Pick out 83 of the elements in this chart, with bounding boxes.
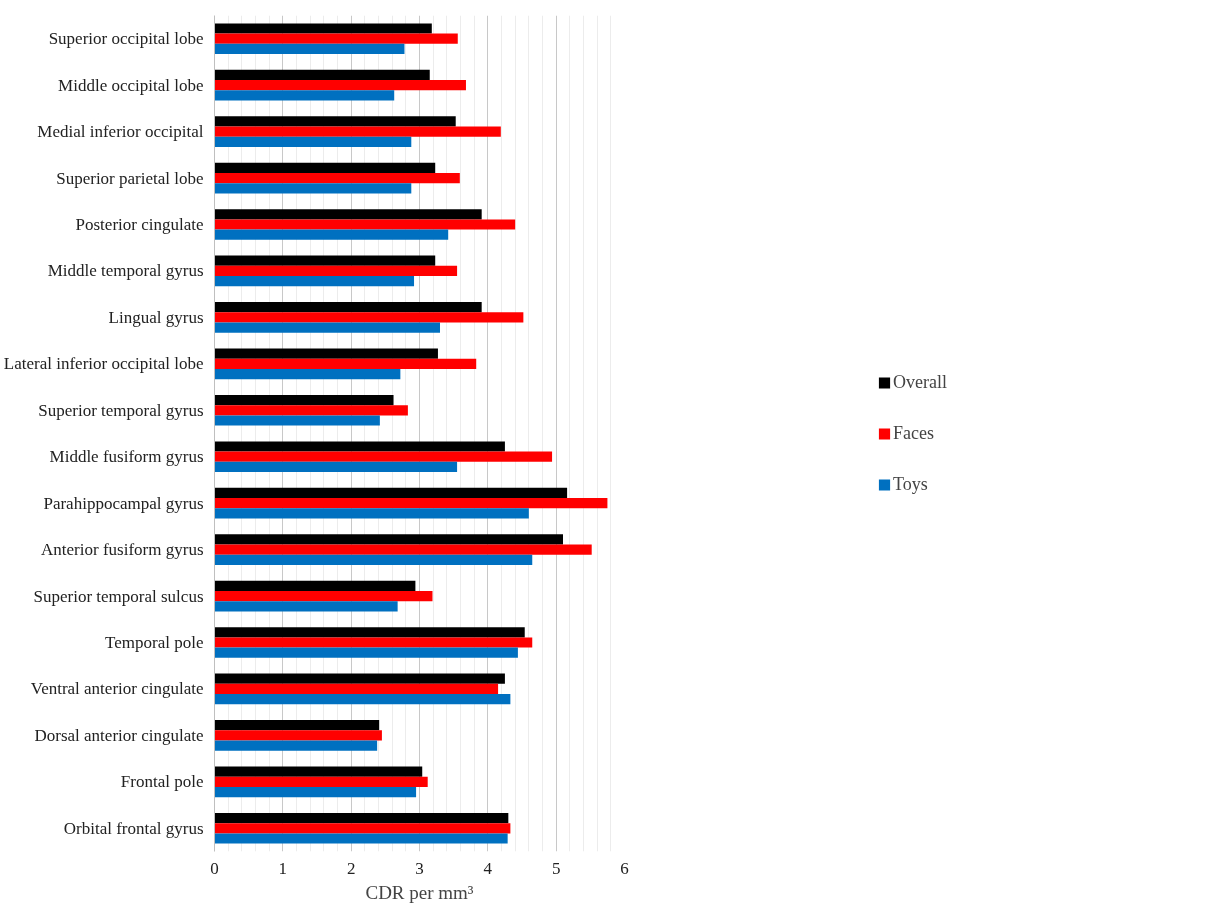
bar [214,69,430,81]
x-tick-label: 6 [620,858,629,878]
bar [214,229,449,240]
bar [214,255,436,266]
y-tick-label: Middle temporal gyrus [47,261,204,281]
bar [214,209,482,220]
bar [214,405,408,416]
x-tick-label: 2 [346,858,356,878]
bar [214,276,415,287]
bar [214,554,533,565]
bar [214,637,533,648]
bar [214,508,529,519]
y-tick-label: Superior temporal gyrus [38,400,204,420]
bar [214,23,432,34]
bar [214,590,433,602]
y-tick-label: Middle fusiform gyrus [49,447,204,467]
y-tick-label: Superior occipital lobe [48,29,204,49]
bar [214,394,394,406]
bar [214,766,423,777]
bar [214,136,412,147]
y-tick-label: Superior parietal lobe [56,168,204,188]
bar [214,126,501,137]
bar [214,451,553,462]
x-tick-label: 1 [278,858,288,878]
bar [214,498,608,509]
bar [214,265,458,277]
bar [214,683,499,695]
bar [214,461,458,473]
y-tick-label: Middle occipital lobe [58,75,204,95]
bar [214,90,395,101]
y-tick-label: Posterior cingulate [75,215,204,234]
bar [214,740,378,751]
bar [214,833,508,844]
legend-label: Faces [893,422,934,444]
bar [214,673,505,684]
bar [214,786,417,798]
bar [214,812,509,824]
y-tick-label: Frontal pole [120,772,204,792]
bar [214,544,592,555]
bar [214,368,401,380]
bar [214,219,516,230]
bar [214,487,568,499]
bar [214,823,511,834]
legend-label: Toys [893,473,928,495]
bar [214,441,505,452]
y-tick-label: Temporal pole [105,633,204,652]
bar [214,694,511,705]
x-tick-label: 4 [483,858,493,878]
bar [214,534,563,545]
bar [214,116,456,127]
y-tick-label: Anterior fusiform gyrus [41,540,204,560]
y-tick-label: Lateral inferior occipital lobe [3,354,204,374]
bar [214,415,380,426]
bar [214,627,525,638]
bar [214,162,436,173]
y-tick-label: Superior temporal sulcus [33,586,204,606]
bar [214,776,428,787]
bar [214,601,398,612]
y-tick-label: Parahippocampal gyrus [43,493,204,513]
x-tick-label: 0 [210,858,219,878]
legend-label: Overall [893,371,947,393]
bar [214,348,438,359]
y-tick-label: Dorsal anterior cingulate [34,725,204,745]
y-tick-label: Medial inferior occipital [37,122,204,142]
bar [214,647,518,658]
x-tick-label: 3 [415,858,424,878]
x-tick-label: 5 [551,858,561,878]
bar [214,312,524,323]
bar [214,33,458,44]
bar [214,80,466,91]
bar [214,183,412,194]
bar [214,172,460,184]
bar [214,580,416,591]
y-tick-label: Lingual gyrus [108,307,204,327]
bar [214,322,440,333]
bar [214,43,405,55]
bar [214,730,382,741]
bar [214,302,482,313]
y-tick-label: Ventral anterior cingulate [30,679,204,699]
x-axis-title: CDR per mm³ [365,881,474,903]
bar [214,720,380,731]
bar [214,358,477,369]
y-tick-label: Orbital frontal gyrus [63,818,204,838]
